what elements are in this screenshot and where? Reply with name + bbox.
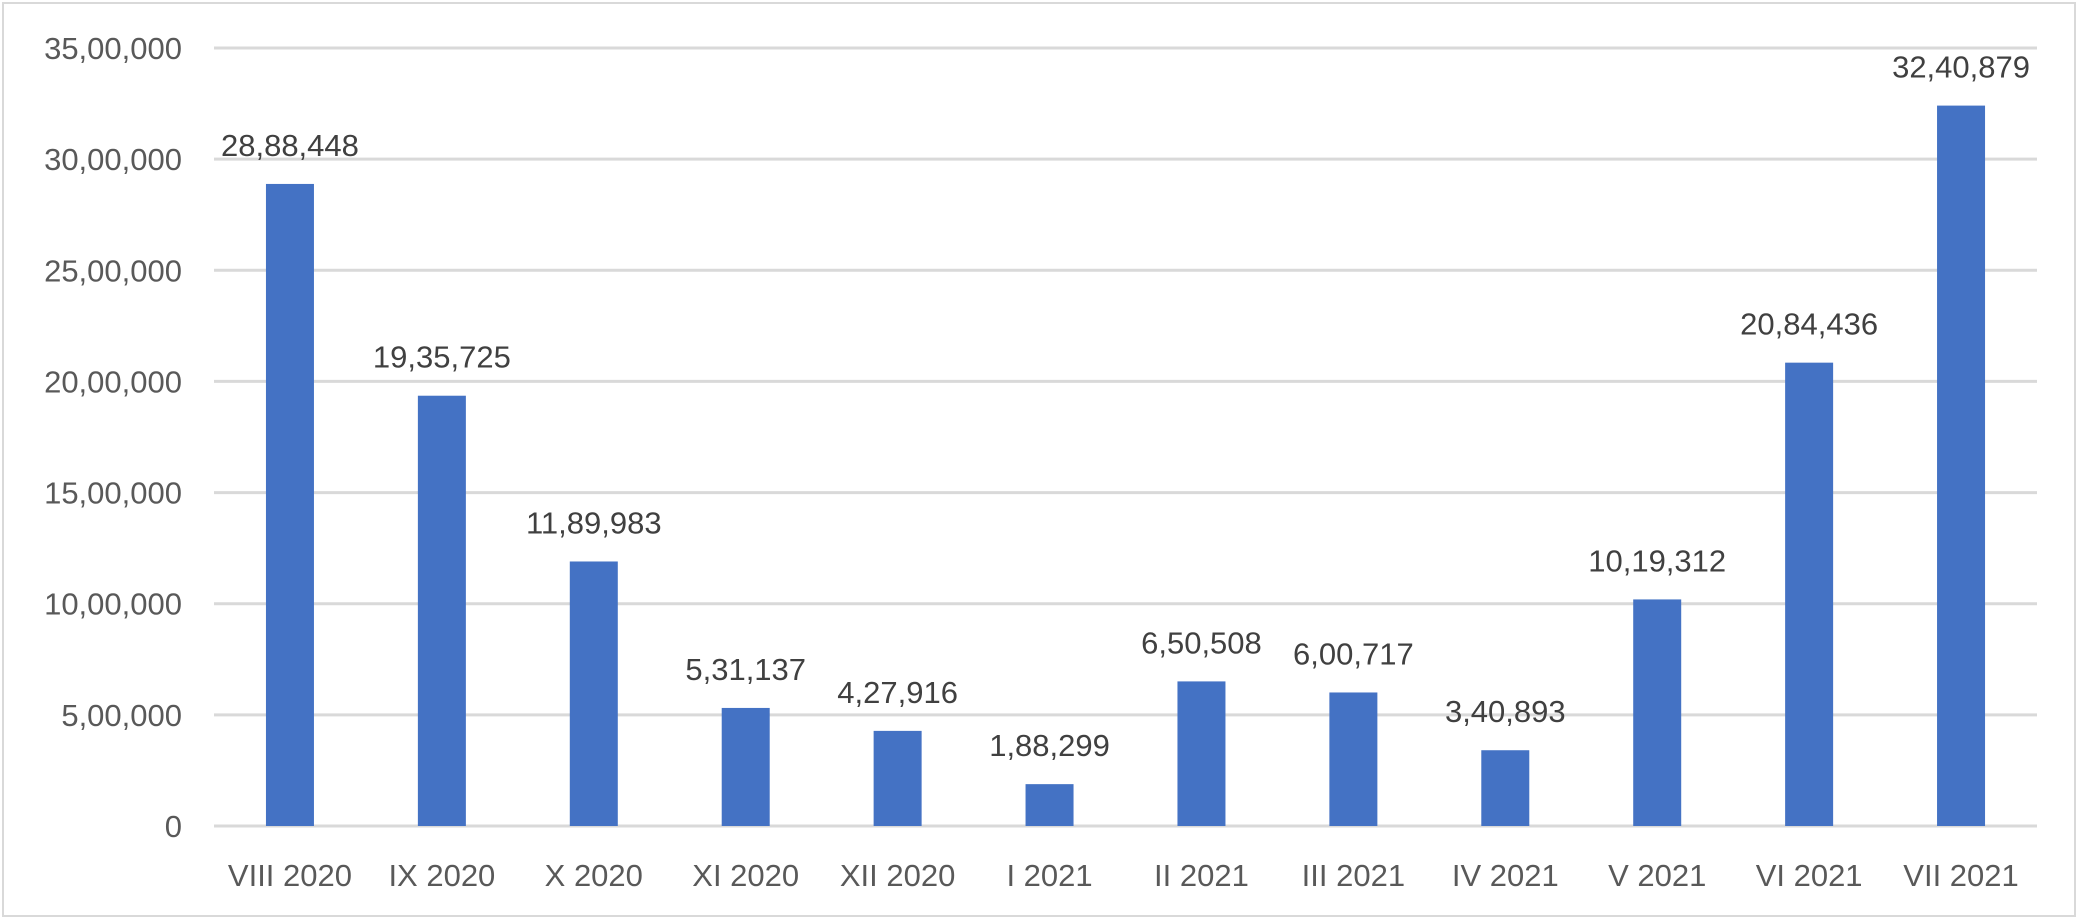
y-axis-tick-labels: 0 5,00,000 10,00,000 15,00,000 20,00,000 25,0… [44,31,182,844]
data-label: 32,40,879 [1892,50,2030,85]
bar [1633,599,1682,826]
data-label: 20,84,436 [1740,307,1878,342]
x-tick-label: III 2021 [1302,858,1405,893]
bar [569,561,618,826]
bar [1481,750,1530,826]
x-tick-label: V 2021 [1608,858,1706,893]
bar [1937,105,1986,827]
bar [1329,692,1378,826]
bars [265,105,1986,827]
data-label: 5,31,137 [685,652,806,687]
data-label: 10,19,312 [1588,543,1726,578]
data-label: 1,88,299 [989,728,1110,763]
data-label: 19,35,725 [373,340,511,375]
data-labels: 28,88,448 19,35,725 11,89,983 5,31,137 4,27,… [221,50,2030,764]
x-tick-label: VIII 2020 [228,858,352,893]
bar-chart: 0 5,00,000 10,00,000 15,00,000 20,00,000 25,0… [44,31,2037,893]
data-label: 28,88,448 [221,128,359,163]
y-tick-label: 15,00,000 [44,476,182,511]
bar [1025,784,1074,826]
bar [1785,362,1834,826]
data-label: 6,50,508 [1141,625,1262,660]
bar [873,730,922,826]
y-tick-label: 10,00,000 [44,587,182,622]
x-tick-label: II 2021 [1154,858,1249,893]
y-tick-label: 30,00,000 [44,142,182,177]
data-label: 3,40,893 [1445,694,1566,729]
y-tick-label: 5,00,000 [61,698,182,733]
bar [417,395,466,826]
data-label: 11,89,983 [526,505,662,540]
x-tick-label: VII 2021 [1903,858,2018,893]
x-tick-label: I 2021 [1006,858,1092,893]
x-tick-label: IX 2020 [388,858,495,893]
y-tick-label: 0 [165,809,182,844]
gridlines [214,46,2037,828]
y-tick-label: 25,00,000 [44,253,182,288]
x-tick-label: VI 2021 [1756,858,1863,893]
y-tick-label: 35,00,000 [44,31,182,66]
x-tick-label: XI 2020 [692,858,799,893]
x-tick-label: IV 2021 [1452,858,1559,893]
y-tick-label: 20,00,000 [44,364,182,399]
x-tick-label: XII 2020 [840,858,955,893]
bar [721,707,770,826]
x-axis-tick-labels: VIII 2020 IX 2020 X 2020 XI 2020 XII 2020 I 2… [228,858,2019,893]
bar [265,183,314,826]
x-tick-label: X 2020 [545,858,643,893]
data-label: 6,00,717 [1293,636,1414,671]
bar [1177,681,1226,826]
data-label: 4,27,916 [837,675,958,710]
